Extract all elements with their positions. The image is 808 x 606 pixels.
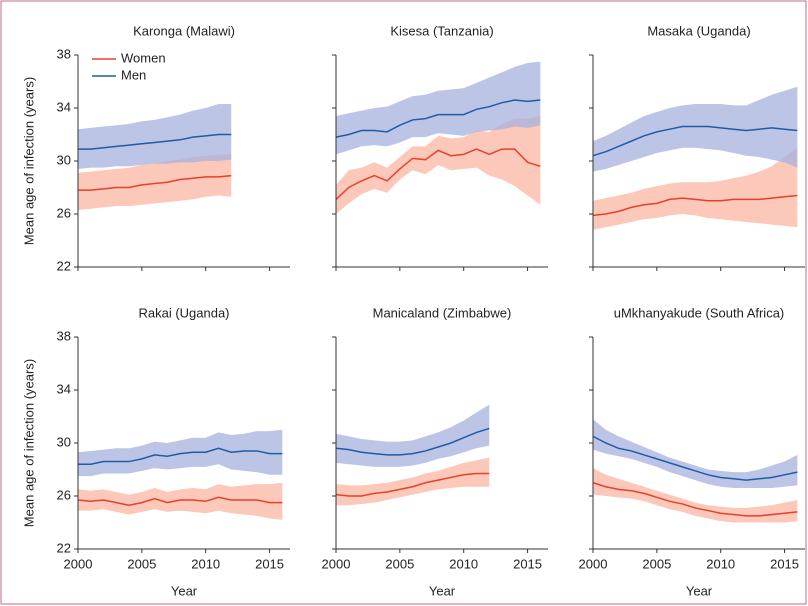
confidence-band <box>593 419 798 489</box>
y-tick-label: 30 <box>57 152 71 167</box>
line <box>335 99 541 138</box>
x-axis-label: Year <box>686 583 713 598</box>
x-tick-label: 2000 <box>579 556 608 571</box>
y-tick-label: 34 <box>57 99 71 114</box>
x-tick-label: 2015 <box>770 556 799 571</box>
panel-title: uMkhanyakude (South Africa) <box>614 305 785 320</box>
panel-title: Manicaland (Zimbabwe) <box>373 305 512 320</box>
confidence-band <box>78 104 232 169</box>
confidence-band <box>78 482 283 520</box>
y-axis-label: Mean age of infection (years) <box>21 77 36 245</box>
y-tick-label: 38 <box>57 328 71 343</box>
x-tick-label: 2015 <box>255 556 284 571</box>
y-tick-label: 22 <box>57 540 71 555</box>
y-tick-label: 26 <box>57 205 71 220</box>
line <box>78 174 232 191</box>
line <box>335 472 490 497</box>
confidence-band <box>336 115 541 214</box>
confidence-band <box>78 154 232 211</box>
y-axis-label: Mean age of infection (years) <box>21 359 36 527</box>
line <box>592 482 798 517</box>
x-tick-label: 2010 <box>191 556 220 571</box>
x-tick-label: 2000 <box>64 556 93 571</box>
y-tick-label: 34 <box>57 381 71 396</box>
x-tick-label: 2000 <box>322 556 351 571</box>
line <box>592 125 798 157</box>
panel-title: Karonga (Malawi) <box>133 23 235 38</box>
confidence-band <box>336 404 490 467</box>
line <box>78 133 232 150</box>
x-tick-label: 2005 <box>385 556 414 571</box>
panel-title: Kisesa (Tanzania) <box>390 23 493 38</box>
line <box>78 447 283 465</box>
x-tick-label: 2015 <box>513 556 542 571</box>
legend-label: Men <box>121 67 146 82</box>
line <box>592 435 798 481</box>
confidence-band <box>593 147 798 230</box>
line <box>335 427 490 456</box>
line <box>335 148 541 200</box>
x-axis-label: Year <box>429 583 456 598</box>
confidence-band <box>593 468 798 523</box>
x-tick-label: 2005 <box>642 556 671 571</box>
line <box>592 194 798 217</box>
confidence-band <box>593 86 798 172</box>
x-tick-label: 2010 <box>706 556 735 571</box>
panel-title: Rakai (Uganda) <box>138 305 229 320</box>
x-axis-label: Year <box>171 583 198 598</box>
y-tick-label: 22 <box>57 258 71 273</box>
panel-title: Masaka (Uganda) <box>647 23 750 38</box>
y-tick-label: 30 <box>57 434 71 449</box>
x-tick-label: 2005 <box>127 556 156 571</box>
legend-label: Women <box>121 50 166 65</box>
line <box>77 496 283 507</box>
y-tick-label: 38 <box>57 46 71 61</box>
y-tick-label: 26 <box>57 487 71 502</box>
x-tick-label: 2010 <box>449 556 478 571</box>
